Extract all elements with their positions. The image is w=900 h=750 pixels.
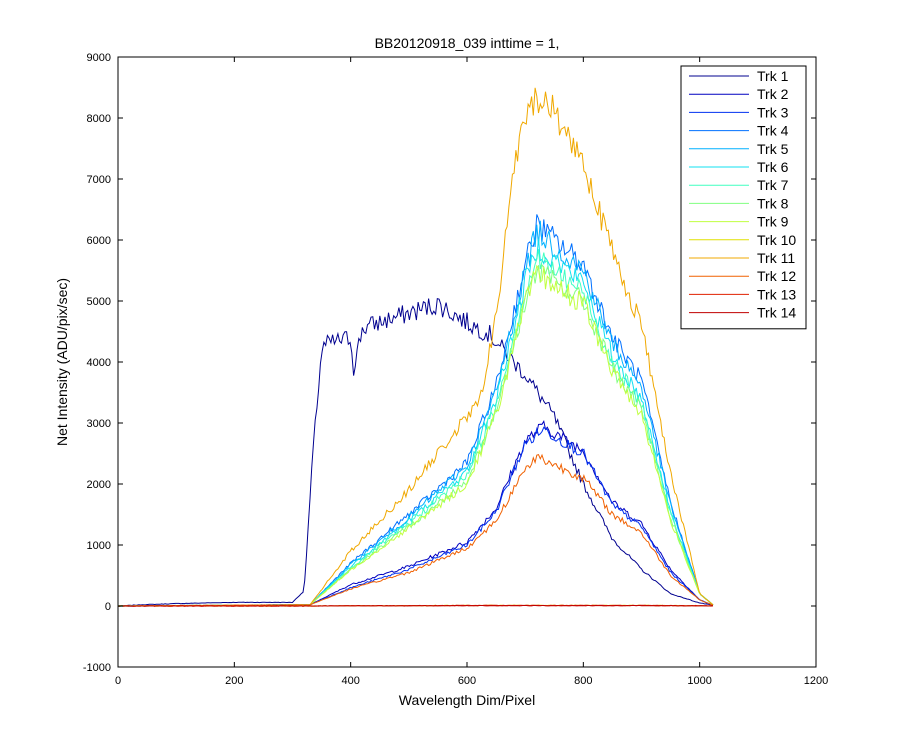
legend-label: Trk 13 xyxy=(757,286,796,302)
legend-label: Trk 1 xyxy=(757,68,789,84)
legend-box xyxy=(680,65,807,330)
y-tick-label: 3000 xyxy=(87,418,111,430)
y-tick-label: 1000 xyxy=(87,540,111,552)
legend-label: Trk 4 xyxy=(757,123,789,139)
legend-label: Trk 10 xyxy=(757,232,796,248)
y-tick-label: 9000 xyxy=(87,52,111,64)
legend-label: Trk 12 xyxy=(757,268,796,284)
legend-label: Trk 6 xyxy=(757,159,789,175)
x-tick-label: 1000 xyxy=(687,675,711,687)
y-axis-label: Net Intensity (ADU/pix/sec) xyxy=(54,278,70,446)
x-tick-label: 800 xyxy=(574,675,592,687)
tick-layer: 0 200 400 600 800 1000 1200 -1000 0 1000 2000 3000 4… xyxy=(83,52,828,687)
x-tick-label: 600 xyxy=(458,675,476,687)
y-tick-label: 7000 xyxy=(87,174,111,186)
y-tick-label: 4000 xyxy=(87,357,111,369)
series-line xyxy=(118,298,714,607)
y-tick-label: 8000 xyxy=(87,113,111,125)
x-tick-label: 0 xyxy=(115,675,121,687)
legend-label: Trk 8 xyxy=(757,195,789,211)
legend-label: Trk 9 xyxy=(757,214,789,230)
legend-label: Trk 3 xyxy=(757,104,789,120)
x-tick-label: 1200 xyxy=(804,675,828,687)
chart-title: BB20120918_039 inttime = 1, xyxy=(375,35,560,51)
legend: Trk 1 Trk 2 Trk 3 Trk 4 Trk 5 Trk 6 Trk 7 Trk 8… xyxy=(680,65,807,330)
x-tick-label: 400 xyxy=(341,675,359,687)
legend-label: Trk 14 xyxy=(757,305,796,321)
y-tick-label: 0 xyxy=(105,601,111,613)
y-tick-label: 6000 xyxy=(87,235,111,247)
y-tick-label: 5000 xyxy=(87,296,111,308)
legend-label: Trk 2 xyxy=(757,86,789,102)
y-tick-label: -1000 xyxy=(83,662,111,674)
x-tick-label: 200 xyxy=(225,675,243,687)
legend-label: Trk 11 xyxy=(757,250,795,266)
legend-label: Trk 7 xyxy=(757,177,789,193)
x-axis-label: Wavelength Dim/Pixel xyxy=(399,692,535,708)
y-tick-label: 2000 xyxy=(87,479,111,491)
series-layer xyxy=(117,87,714,607)
legend-label: Trk 5 xyxy=(757,141,789,157)
series-line xyxy=(117,604,713,607)
